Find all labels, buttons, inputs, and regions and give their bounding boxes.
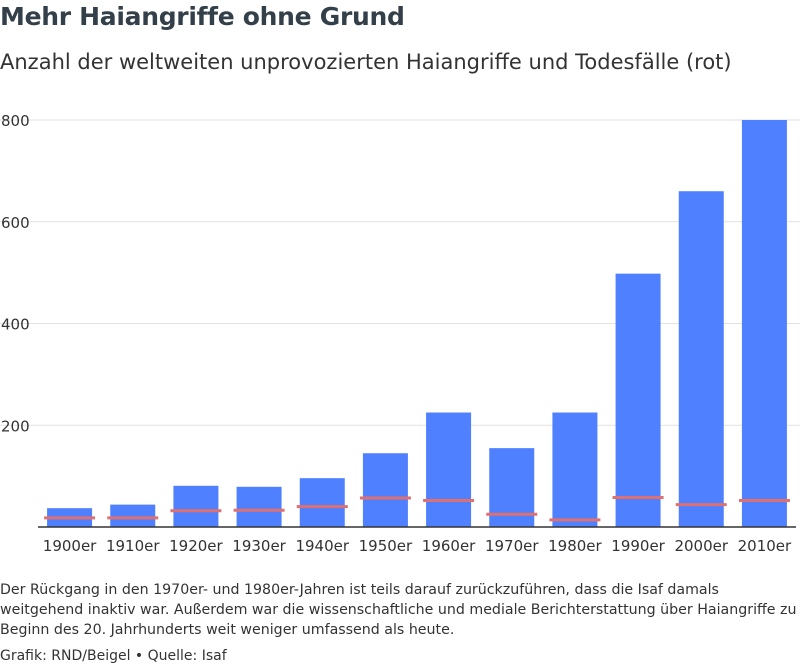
bar xyxy=(110,504,156,527)
bar xyxy=(173,485,219,527)
y-tick-label: 600 xyxy=(1,214,30,232)
bar xyxy=(552,412,598,527)
y-tick-label: 400 xyxy=(1,316,30,334)
x-tick-label: 1910er xyxy=(106,537,160,555)
bars xyxy=(47,120,787,527)
x-tick-label: 1980er xyxy=(548,537,602,555)
chart-subtitle: Anzahl der weltweiten unprovozierten Hai… xyxy=(0,50,732,74)
x-tick-label: 1930er xyxy=(232,537,286,555)
x-tick-label: 1970er xyxy=(485,537,539,555)
death-markers xyxy=(44,495,790,522)
bar xyxy=(236,486,282,527)
bar xyxy=(299,478,345,527)
y-tick-label: 800 xyxy=(1,112,30,130)
bar xyxy=(678,191,724,527)
x-tick-label: 2000er xyxy=(674,537,728,555)
x-tick-label: 1900er xyxy=(43,537,97,555)
x-tick-label: 1960er xyxy=(422,537,476,555)
bar-chart: 200 400 600 800 1900er 1910er 1920er 1930er 1940… xyxy=(0,112,800,555)
footnote: Der Rückgang in den 1970er- und 1980er-J… xyxy=(0,582,797,638)
y-tick-label: 200 xyxy=(1,417,30,435)
x-tick-label: 1940er xyxy=(295,537,349,555)
x-tick-label: 1920er xyxy=(169,537,223,555)
x-tick-label: 1990er xyxy=(611,537,665,555)
bar xyxy=(615,273,661,527)
chart-title: Mehr Haiangriffe ohne Grund xyxy=(0,2,405,31)
x-tick-label: 2010er xyxy=(738,537,792,555)
bar xyxy=(741,120,787,527)
bar xyxy=(426,412,472,527)
axes: 200 400 600 800 1900er 1910er 1920er 1930er 1940… xyxy=(1,112,796,555)
x-tick-label: 1950er xyxy=(359,537,413,555)
gridlines xyxy=(0,119,800,426)
source-credit: Grafik: RND/Beigel • Quelle: Isaf xyxy=(0,648,227,664)
bar xyxy=(362,453,408,527)
